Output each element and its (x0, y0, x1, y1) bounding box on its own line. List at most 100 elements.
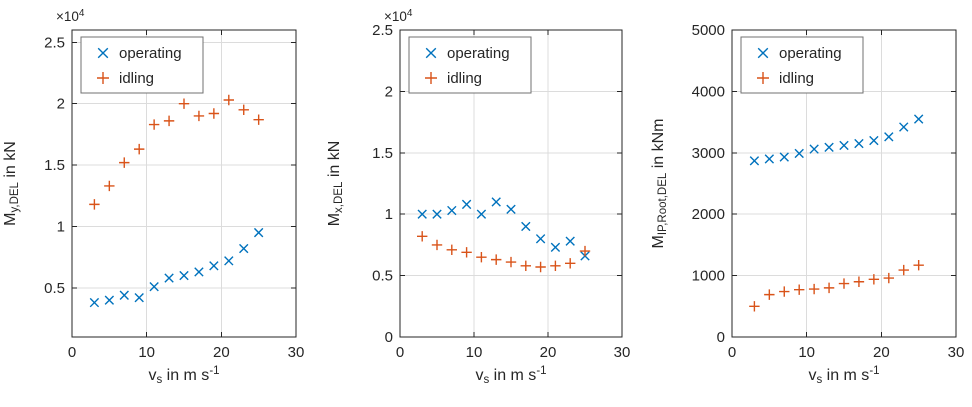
chart-my-del: 0 10 20 30 0.5 1 1.5 2 2.5 ×104 vs in m s-1 My,DEL … (0, 0, 324, 407)
data-point-idling (565, 258, 576, 269)
data-point-idling (134, 143, 145, 155)
tick-marks (731, 29, 957, 338)
x-axis-label: vs in m s-1 (148, 365, 219, 386)
y-tick-label: 2 (57, 96, 65, 113)
data-point-operating (899, 122, 909, 132)
x-axis-label: vs in m s-1 (808, 365, 879, 386)
legend-label-idling: idling (119, 70, 154, 87)
x-tick-label: 30 (614, 344, 631, 361)
y-tick-label: 1.5 (44, 157, 65, 174)
data-point-operating (432, 209, 442, 219)
data-point-operating (550, 242, 561, 253)
data-point-idling (808, 283, 820, 295)
y-tick-label: 5000 (692, 22, 725, 39)
data-point-operating (764, 154, 775, 164)
y-tick-label: 0.5 (372, 268, 393, 285)
axes-box (71, 29, 297, 338)
legend: operating idling (408, 36, 532, 94)
data-point-operating (913, 114, 924, 124)
legend-label-operating: operating (119, 45, 182, 62)
data-point-idling (579, 245, 591, 257)
y-tick-label: 2.5 (44, 34, 65, 51)
legend-label-idling: idling (779, 70, 814, 87)
x-tick-label: 0 (396, 344, 404, 361)
data-point-operating (854, 138, 864, 149)
data-point-operating (824, 142, 834, 152)
x-tick-label: 20 (873, 344, 890, 361)
chart-mip-root-del: 0 10 20 30 0 1000 2000 3000 4000 5000 vs in m s-1 M… (648, 0, 972, 407)
data-point-idling (520, 260, 531, 271)
data-point-idling (823, 282, 835, 294)
series-operating (89, 227, 264, 308)
series-idling (89, 94, 264, 210)
legend-label-idling: idling (447, 70, 482, 87)
data-point-operating (164, 273, 174, 283)
data-point-idling (794, 284, 805, 295)
x-tick-label: 10 (798, 344, 815, 361)
data-point-operating (869, 135, 879, 146)
legend-marker-operating (425, 47, 437, 59)
x-tick-label: 30 (948, 344, 965, 361)
data-point-idling (913, 259, 924, 271)
data-point-idling (868, 274, 880, 285)
data-point-operating (104, 295, 115, 305)
series-idling (749, 259, 924, 312)
data-point-operating (476, 209, 487, 219)
x-axis-label: vs in m s-1 (475, 365, 546, 386)
y-tick-label: 1 (57, 218, 65, 235)
y-tick-label: 0.5 (44, 280, 65, 297)
data-point-operating (179, 270, 189, 281)
chart-mx-del: 0 10 20 30 0 0.5 1 1.5 2 2.5 ×104 vs in m s-1 Mx,DEL… (324, 0, 648, 407)
legend-label-operating: operating (447, 45, 510, 62)
legend: operating idling (740, 36, 864, 94)
x-tick-label: 20 (540, 344, 557, 361)
legend-box (740, 36, 864, 94)
data-point-idling (883, 272, 894, 284)
legend-label-operating: operating (779, 45, 842, 62)
x-tick-label: 20 (213, 344, 230, 361)
data-point-idling (853, 276, 865, 287)
data-point-operating (461, 199, 472, 210)
data-point-idling (535, 261, 546, 273)
data-point-idling (749, 301, 760, 312)
data-point-operating (809, 144, 819, 154)
data-point-operating (884, 132, 894, 142)
data-point-operating (417, 209, 427, 219)
y-tick-label: 3000 (692, 145, 725, 162)
data-point-idling (779, 286, 790, 297)
legend-box (408, 36, 532, 94)
data-point-idling (461, 247, 472, 258)
data-point-operating (521, 221, 531, 232)
legend: operating idling (80, 36, 204, 94)
data-point-idling (89, 199, 100, 210)
data-point-operating (447, 205, 457, 216)
y-tick-label: 2 (385, 83, 393, 100)
y-tick-label: 2000 (692, 206, 725, 223)
data-point-operating (506, 204, 516, 214)
x-tick-label: 0 (728, 344, 736, 361)
data-point-idling (431, 239, 443, 251)
y-tick-label: 1 (385, 206, 393, 223)
x-tick-label: 0 (68, 344, 76, 361)
y-axis-exponent-label: ×104 (384, 8, 413, 24)
data-point-idling (417, 231, 428, 242)
data-point-idling (838, 278, 850, 289)
data-point-operating (749, 156, 760, 166)
legend-box (80, 36, 204, 94)
axes-box (399, 29, 623, 338)
tick-marks (71, 30, 297, 337)
data-point-idling (104, 180, 115, 192)
data-point-idling (476, 251, 487, 263)
data-point-operating (779, 152, 789, 162)
axes-box (731, 29, 957, 338)
data-point-operating (134, 293, 144, 303)
series-idling (417, 231, 591, 273)
y-tick-label: 0 (385, 329, 393, 346)
y-axis-label: Mx,DEL in kN (326, 141, 345, 227)
data-point-operating (119, 290, 129, 300)
data-point-idling (446, 244, 457, 256)
data-point-operating (565, 236, 575, 246)
data-point-operating (839, 140, 849, 151)
data-point-operating (239, 243, 249, 254)
